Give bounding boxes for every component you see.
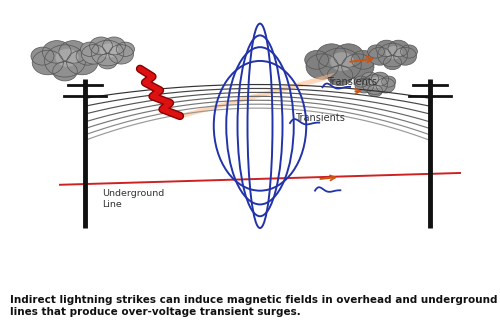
Circle shape <box>100 44 118 58</box>
Circle shape <box>102 37 126 55</box>
Circle shape <box>316 44 346 67</box>
Circle shape <box>400 45 417 58</box>
Circle shape <box>368 45 384 58</box>
Circle shape <box>376 78 395 93</box>
Circle shape <box>82 45 106 64</box>
Circle shape <box>384 55 402 70</box>
Circle shape <box>59 41 88 63</box>
Circle shape <box>394 47 416 65</box>
Circle shape <box>76 47 99 65</box>
Polygon shape <box>175 77 328 119</box>
Circle shape <box>91 40 124 66</box>
Circle shape <box>32 50 64 75</box>
Circle shape <box>342 54 374 79</box>
Circle shape <box>362 75 388 94</box>
Circle shape <box>334 44 364 67</box>
Circle shape <box>109 45 134 64</box>
Circle shape <box>304 51 328 69</box>
Circle shape <box>319 48 361 82</box>
Circle shape <box>330 52 354 71</box>
Circle shape <box>369 77 384 88</box>
Circle shape <box>56 49 78 67</box>
Circle shape <box>66 50 98 75</box>
Circle shape <box>80 42 98 56</box>
Circle shape <box>378 43 408 67</box>
Circle shape <box>327 66 353 85</box>
Circle shape <box>52 61 78 81</box>
Polygon shape <box>175 73 335 120</box>
Circle shape <box>31 47 54 65</box>
Circle shape <box>352 51 376 69</box>
Text: Underground
Line: Underground Line <box>102 189 165 209</box>
Circle shape <box>386 46 402 59</box>
Circle shape <box>98 53 117 69</box>
Circle shape <box>361 72 379 86</box>
Circle shape <box>44 45 86 77</box>
Circle shape <box>42 41 71 63</box>
Circle shape <box>90 37 112 55</box>
Circle shape <box>371 72 389 86</box>
Circle shape <box>388 40 409 57</box>
Text: Indirect lightning strikes can induce magnetic fields in overhead and undergroun: Indirect lightning strikes can induce ma… <box>10 295 500 317</box>
Circle shape <box>368 85 382 97</box>
Circle shape <box>306 54 338 79</box>
Circle shape <box>376 40 397 57</box>
Circle shape <box>355 78 374 93</box>
Circle shape <box>368 47 392 65</box>
Text: Transients: Transients <box>295 113 345 123</box>
Circle shape <box>382 76 396 87</box>
Circle shape <box>354 76 368 87</box>
Text: Transients: Transients <box>328 77 378 87</box>
Circle shape <box>116 42 134 56</box>
